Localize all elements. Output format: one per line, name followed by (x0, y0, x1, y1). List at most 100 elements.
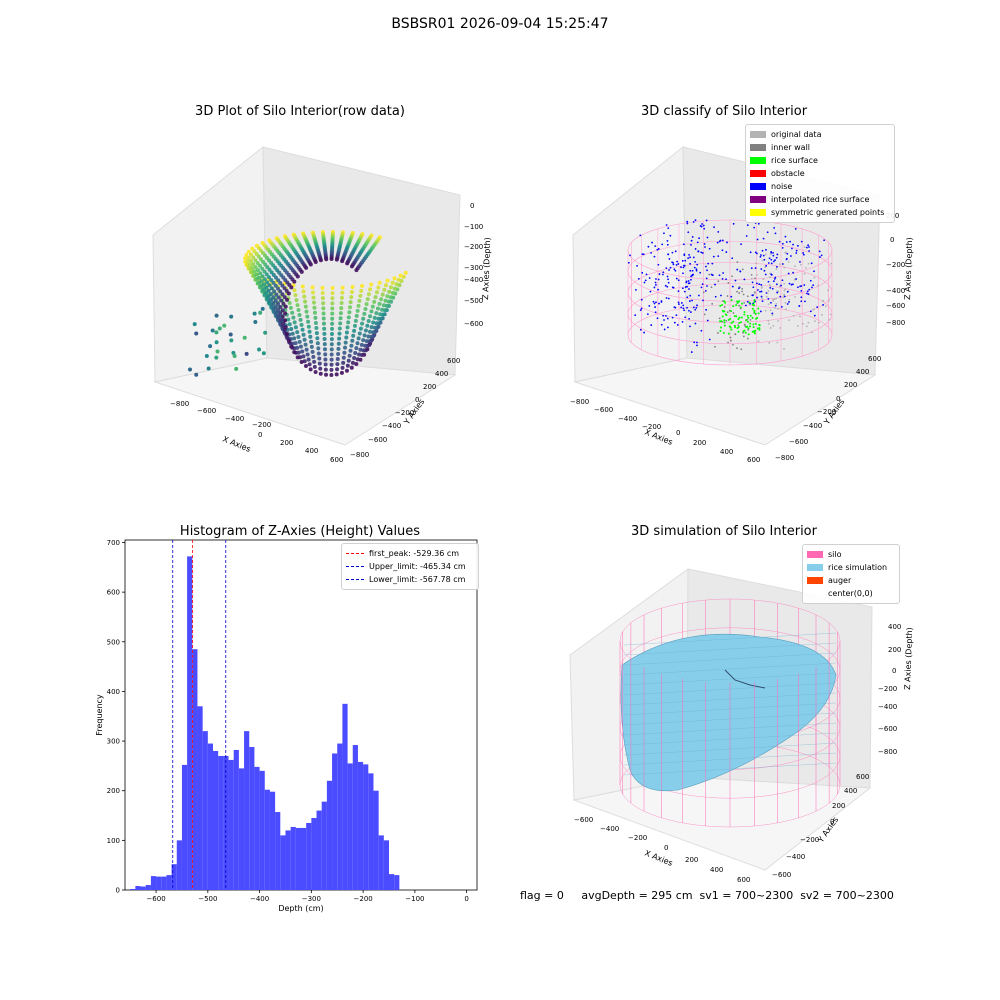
scatter-point (643, 281, 646, 284)
scatter-point (264, 285, 269, 290)
x-tick-label: 0 (676, 429, 680, 437)
y-tick-label: −600 (789, 438, 808, 446)
x-tick-label: −800 (570, 398, 589, 406)
histogram-bar (249, 747, 255, 890)
scatter-point (754, 251, 757, 254)
scatter-point (751, 281, 754, 284)
scatter-point (655, 284, 657, 286)
scatter-point (721, 277, 724, 280)
scatter-point (764, 266, 767, 269)
scatter-point (347, 310, 352, 315)
scatter-point (803, 246, 806, 249)
scatter-point (727, 341, 729, 344)
y-tick-label: −400 (803, 422, 822, 430)
scatter-point (305, 314, 310, 319)
histogram-bar (228, 759, 234, 890)
scatter-point (271, 301, 276, 306)
scatter-point (255, 261, 260, 266)
y-tick-label: −800 (775, 454, 794, 462)
scatter-point (725, 251, 728, 253)
scatter-point (311, 290, 316, 295)
scatter-point (817, 284, 819, 287)
legend-swatch (807, 590, 823, 597)
histogram-bar (192, 649, 198, 890)
z-tick-label: −200 (464, 243, 483, 251)
legend-label: auger (828, 576, 852, 585)
z-tick-label: −200 (886, 261, 905, 269)
scatter-point (730, 339, 732, 342)
scatter-point (351, 333, 356, 338)
scatter-point (300, 349, 305, 354)
scatter-point (741, 290, 744, 293)
scatter-point (263, 330, 268, 335)
scatter-point (784, 251, 787, 254)
scatter-point (669, 266, 672, 269)
scatter-point (807, 262, 810, 265)
scatter-point (706, 285, 708, 287)
scatter-point (253, 319, 258, 324)
scatter-point (808, 288, 811, 291)
scatter-point (682, 272, 684, 275)
histogram-bar (316, 810, 322, 890)
scatter-point (366, 318, 371, 323)
scatter-point (683, 309, 686, 312)
scatter-point (749, 322, 752, 325)
scatter-point (759, 255, 762, 258)
x-tick-label: −300 (302, 895, 321, 903)
scatter-point (214, 355, 219, 360)
scatter-point (783, 293, 786, 296)
y-tick-label: 100 (107, 837, 120, 845)
scatter-point (335, 367, 340, 372)
scatter-point (799, 260, 801, 263)
scatter-point (356, 303, 361, 308)
histogram-bar (156, 876, 162, 890)
scatter-point (802, 252, 805, 254)
z-tick-label: 0 (890, 236, 894, 244)
legend-entry: original data (750, 128, 890, 141)
scatter-point (292, 350, 297, 355)
scatter-point (690, 275, 693, 278)
panel2-title: 3D classify of Silo Interior (640, 104, 808, 119)
scatter-point (284, 297, 289, 302)
scatter-point (360, 321, 365, 326)
scatter-point (310, 349, 315, 354)
scatter-point (297, 312, 302, 317)
scatter-point (272, 289, 277, 294)
scatter-point (788, 319, 790, 322)
scatter-point (194, 331, 199, 336)
scatter-point (350, 284, 355, 289)
z-axis-label: Z Axies (Depth) (903, 237, 914, 300)
scatter-point (678, 303, 680, 306)
scatter-point (770, 258, 773, 261)
scatter-point (667, 297, 670, 300)
scatter-point (649, 290, 652, 293)
scatter-point (276, 278, 281, 283)
scatter-point (722, 331, 725, 334)
scatter-point (257, 275, 262, 280)
z-tick-label: −400 (886, 287, 905, 295)
scatter-point (348, 348, 353, 353)
legend-swatch (750, 209, 766, 216)
scatter-point (278, 280, 283, 285)
scatter-point (250, 266, 255, 271)
y-tick-label: 0 (415, 396, 419, 404)
scatter-point (365, 297, 370, 302)
scatter-point (775, 297, 778, 300)
scatter-point (754, 312, 757, 315)
scatter-point (264, 272, 269, 277)
scatter-point (666, 317, 669, 320)
scatter-point (794, 296, 797, 298)
x-ticks: −600 −500 −400 −300 −200 −100 0 (146, 890, 469, 903)
scatter-point (282, 295, 287, 300)
scatter-point (641, 271, 644, 274)
scatter-point (337, 331, 342, 336)
scatter-point (723, 321, 726, 324)
scatter-point (767, 297, 770, 300)
scatter-point (353, 351, 358, 356)
scatter-point (738, 292, 741, 294)
scatter-point (640, 307, 643, 310)
scatter-point (363, 343, 368, 348)
scatter-point (701, 223, 703, 225)
scatter-point (259, 278, 264, 283)
scatter-point (339, 370, 344, 375)
